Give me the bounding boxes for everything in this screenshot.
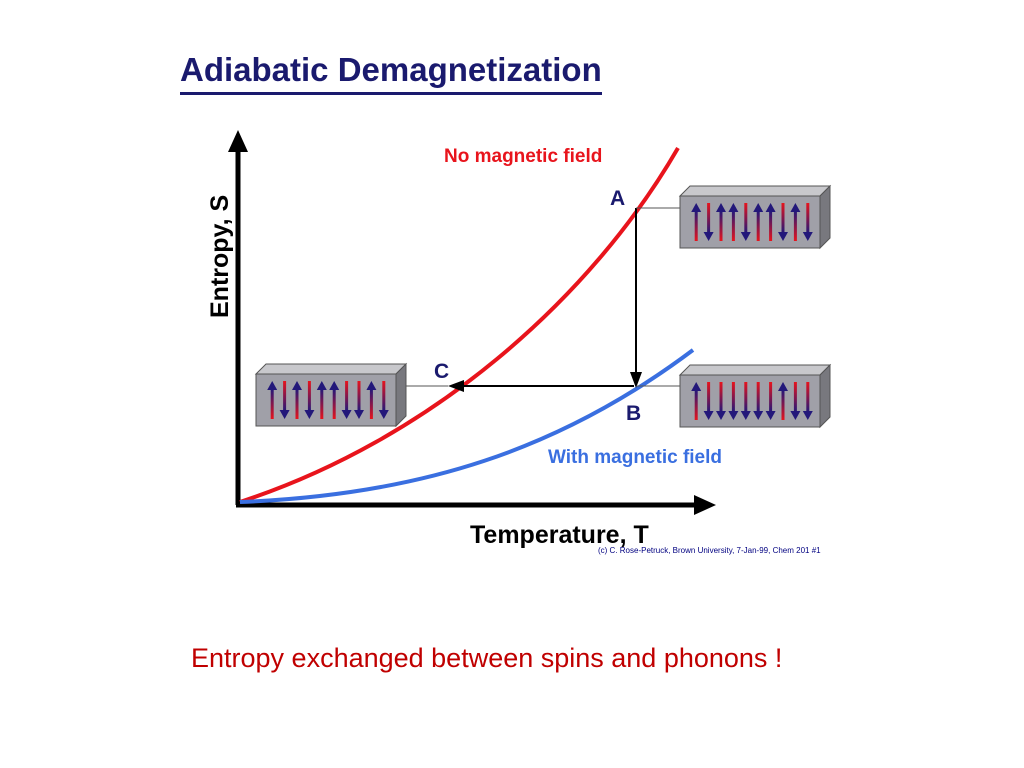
spin-up-arrow (790, 203, 801, 241)
curve-with-field (239, 348, 695, 504)
curve-with-field-label: With magnetic field (548, 447, 722, 468)
spin-up-arrow (691, 382, 702, 420)
curve-no-field-label: No magnetic field (444, 146, 602, 167)
process-arrow-b-to-c (448, 380, 634, 392)
slide-title: Adiabatic Demagnetization (180, 50, 602, 95)
spin-up-arrow (267, 381, 278, 419)
spin-down-arrow (354, 381, 364, 419)
spin-down-arrow (778, 203, 788, 241)
spin-up-arrow (329, 381, 340, 419)
spin-up-arrow (753, 203, 764, 241)
copyright-note: (c) C. Rose-Petruck, Brown University, 7… (598, 546, 821, 555)
spin-box-c (254, 362, 408, 428)
spin-down-arrow (790, 382, 801, 420)
spin-down-arrow (716, 382, 726, 420)
spin-box-b (678, 363, 832, 429)
spin-down-arrow (765, 382, 776, 420)
spin-up-arrow (316, 381, 327, 419)
spin-box-a (678, 184, 832, 250)
spin-down-arrow (279, 381, 290, 419)
spin-up-arrow (691, 203, 702, 241)
y-axis (228, 130, 248, 505)
x-axis (236, 495, 716, 515)
caption: Entropy exchanged between spins and phon… (191, 643, 783, 673)
spin-up-arrow (728, 203, 739, 241)
point-b-label: B (626, 402, 641, 425)
spin-down-arrow (753, 382, 764, 420)
spin-down-arrow (740, 382, 751, 420)
spin-down-arrow (703, 382, 714, 420)
spin-up-arrow (366, 381, 377, 419)
spin-down-arrow (802, 203, 813, 241)
spin-down-arrow (802, 382, 813, 420)
spin-up-arrow (292, 381, 302, 419)
spin-up-arrow (778, 382, 788, 420)
process-arrow-a-to-b (630, 208, 642, 388)
spin-down-arrow (740, 203, 751, 241)
point-a-label: A (610, 187, 625, 210)
spin-down-arrow (728, 382, 739, 420)
spin-up-arrow (765, 203, 776, 241)
x-axis-label: Temperature, T (470, 521, 649, 549)
spin-down-arrow (378, 381, 389, 419)
spin-up-arrow (716, 203, 726, 241)
spin-down-arrow (304, 381, 315, 419)
spin-down-arrow (341, 381, 352, 419)
y-axis-label: Entropy, S (206, 195, 234, 318)
spin-down-arrow (703, 203, 714, 241)
point-c-label: C (434, 360, 449, 383)
